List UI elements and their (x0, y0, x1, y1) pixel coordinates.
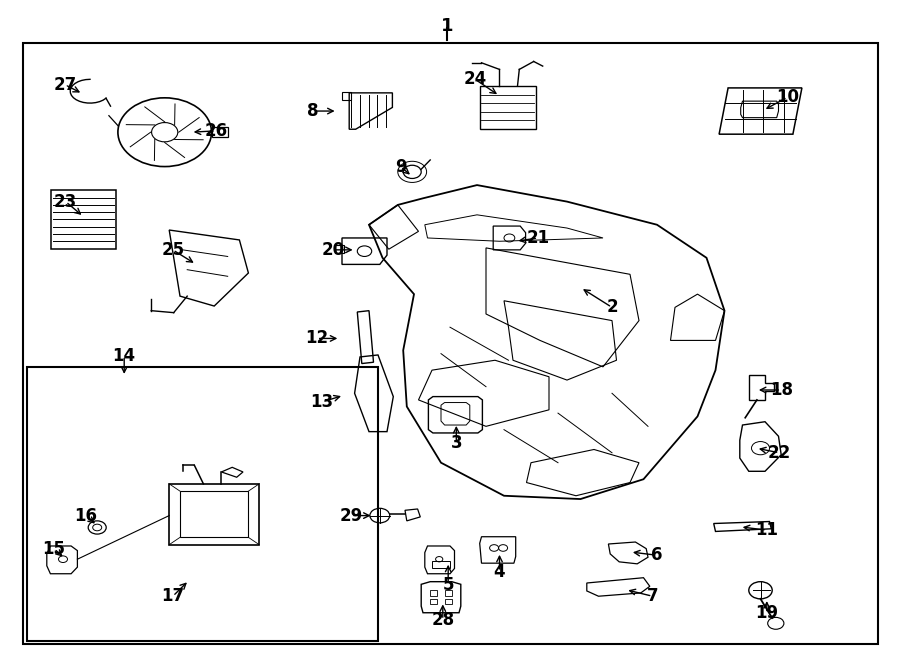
Text: 20: 20 (321, 241, 345, 259)
Text: 5: 5 (443, 576, 454, 594)
Text: 29: 29 (339, 506, 363, 525)
Text: 12: 12 (305, 329, 328, 348)
Text: 10: 10 (776, 88, 799, 106)
Text: 24: 24 (464, 70, 487, 89)
Text: 1: 1 (441, 17, 454, 34)
Text: 7: 7 (647, 587, 658, 605)
Text: 25: 25 (161, 241, 184, 259)
Text: 22: 22 (768, 444, 791, 462)
Text: 18: 18 (770, 381, 793, 399)
Text: 16: 16 (74, 506, 97, 525)
Bar (51, 190, 116, 249)
Text: 4: 4 (494, 563, 505, 581)
Text: 27: 27 (53, 75, 76, 94)
Bar (335, 245, 344, 253)
Bar (27, 367, 378, 641)
Bar (432, 561, 450, 568)
Text: 26: 26 (204, 122, 228, 140)
Text: 13: 13 (310, 393, 334, 411)
Text: 23: 23 (54, 192, 77, 211)
Bar (430, 590, 437, 596)
Text: 9: 9 (395, 157, 406, 176)
Bar (342, 93, 351, 100)
Bar (445, 590, 452, 596)
Text: 19: 19 (755, 604, 778, 623)
Bar (212, 127, 228, 137)
Bar (445, 599, 452, 604)
Bar (430, 599, 437, 604)
Bar (169, 484, 259, 545)
Text: 3: 3 (451, 434, 462, 452)
Text: 2: 2 (607, 298, 617, 317)
Text: 14: 14 (112, 346, 136, 365)
Text: 28: 28 (431, 611, 454, 629)
Text: 8: 8 (308, 102, 319, 120)
Text: 15: 15 (42, 539, 66, 558)
Text: 17: 17 (161, 587, 184, 605)
Text: 6: 6 (652, 546, 662, 564)
Bar (180, 491, 248, 537)
Text: 11: 11 (755, 521, 778, 539)
Text: 21: 21 (526, 229, 550, 247)
